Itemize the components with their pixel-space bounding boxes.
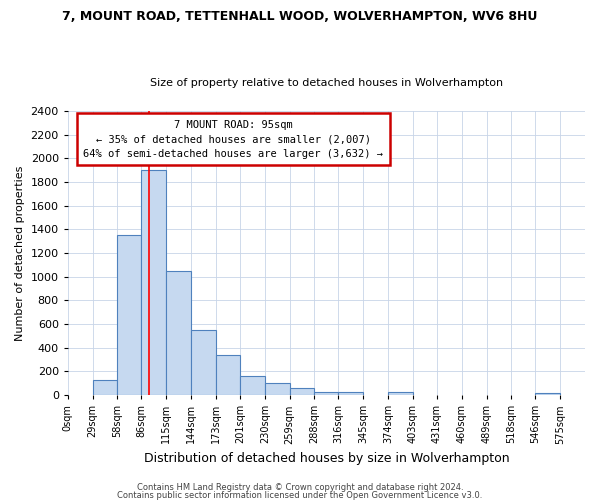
Bar	[92, 380, 118, 395]
Bar	[240, 376, 265, 395]
Bar	[118, 236, 142, 395]
Bar	[535, 394, 560, 395]
Bar	[314, 392, 338, 395]
Text: 7, MOUNT ROAD, TETTENHALL WOOD, WOLVERHAMPTON, WV6 8HU: 7, MOUNT ROAD, TETTENHALL WOOD, WOLVERHA…	[62, 10, 538, 23]
X-axis label: Distribution of detached houses by size in Wolverhampton: Distribution of detached houses by size …	[143, 452, 509, 465]
Text: Contains public sector information licensed under the Open Government Licence v3: Contains public sector information licen…	[118, 490, 482, 500]
Bar	[388, 392, 413, 395]
Title: Size of property relative to detached houses in Wolverhampton: Size of property relative to detached ho…	[150, 78, 503, 88]
Text: 7 MOUNT ROAD: 95sqm
← 35% of detached houses are smaller (2,007)
64% of semi-det: 7 MOUNT ROAD: 95sqm ← 35% of detached ho…	[83, 120, 383, 159]
Y-axis label: Number of detached properties: Number of detached properties	[15, 166, 25, 341]
Bar	[338, 392, 363, 395]
Bar	[290, 388, 314, 395]
Bar	[265, 382, 290, 395]
Bar	[191, 330, 216, 395]
Bar	[216, 356, 240, 395]
Bar	[166, 271, 191, 395]
Text: Contains HM Land Registry data © Crown copyright and database right 2024.: Contains HM Land Registry data © Crown c…	[137, 484, 463, 492]
Bar	[142, 170, 166, 395]
